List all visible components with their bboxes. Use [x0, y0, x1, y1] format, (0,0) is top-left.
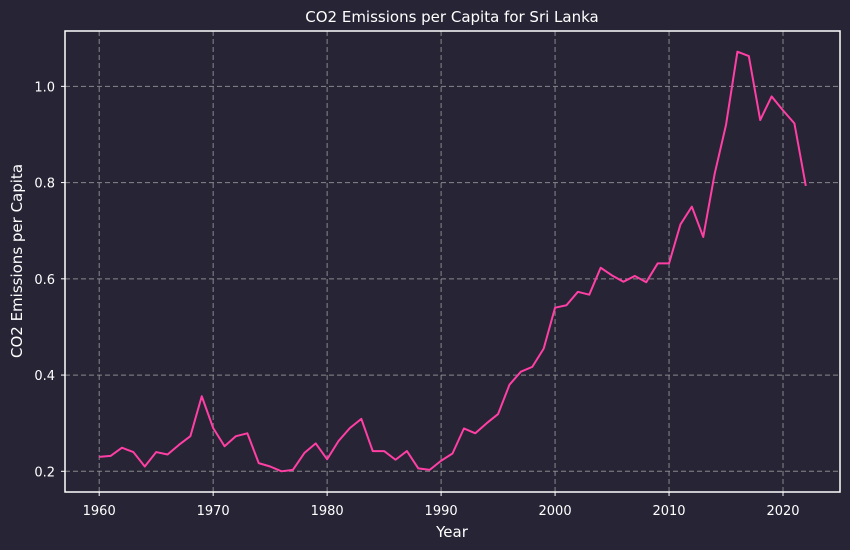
y-tick-label: 0.8 [34, 177, 55, 192]
series-line [99, 50, 807, 473]
x-tick-label: 1970 [197, 504, 230, 519]
x-tick-label: 2000 [539, 504, 572, 519]
y-tick-label: 1.0 [34, 80, 55, 95]
plot-frame [64, 30, 841, 493]
y-tick-label: 0.4 [34, 369, 55, 384]
x-tick-label: 1990 [425, 504, 458, 519]
x-axis-ticks: 1960 1970 1980 1990 2000 2010 2020 [83, 492, 800, 519]
x-tick-label: 2010 [652, 504, 685, 519]
grid [65, 31, 840, 492]
y-axis-label: CO2 Emissions per Capita [8, 164, 26, 358]
y-tick-label: 0.2 [34, 465, 55, 480]
x-tick-label: 2020 [766, 504, 799, 519]
x-tick-label: 1980 [311, 504, 344, 519]
y-axis-ticks: 0.2 0.4 0.6 0.8 1.0 [34, 80, 65, 480]
y-tick-label: 0.6 [34, 273, 55, 288]
x-tick-label: 1960 [83, 504, 116, 519]
chart-title: CO2 Emissions per Capita for Sri Lanka [305, 8, 598, 26]
x-axis-label: Year [435, 523, 469, 541]
